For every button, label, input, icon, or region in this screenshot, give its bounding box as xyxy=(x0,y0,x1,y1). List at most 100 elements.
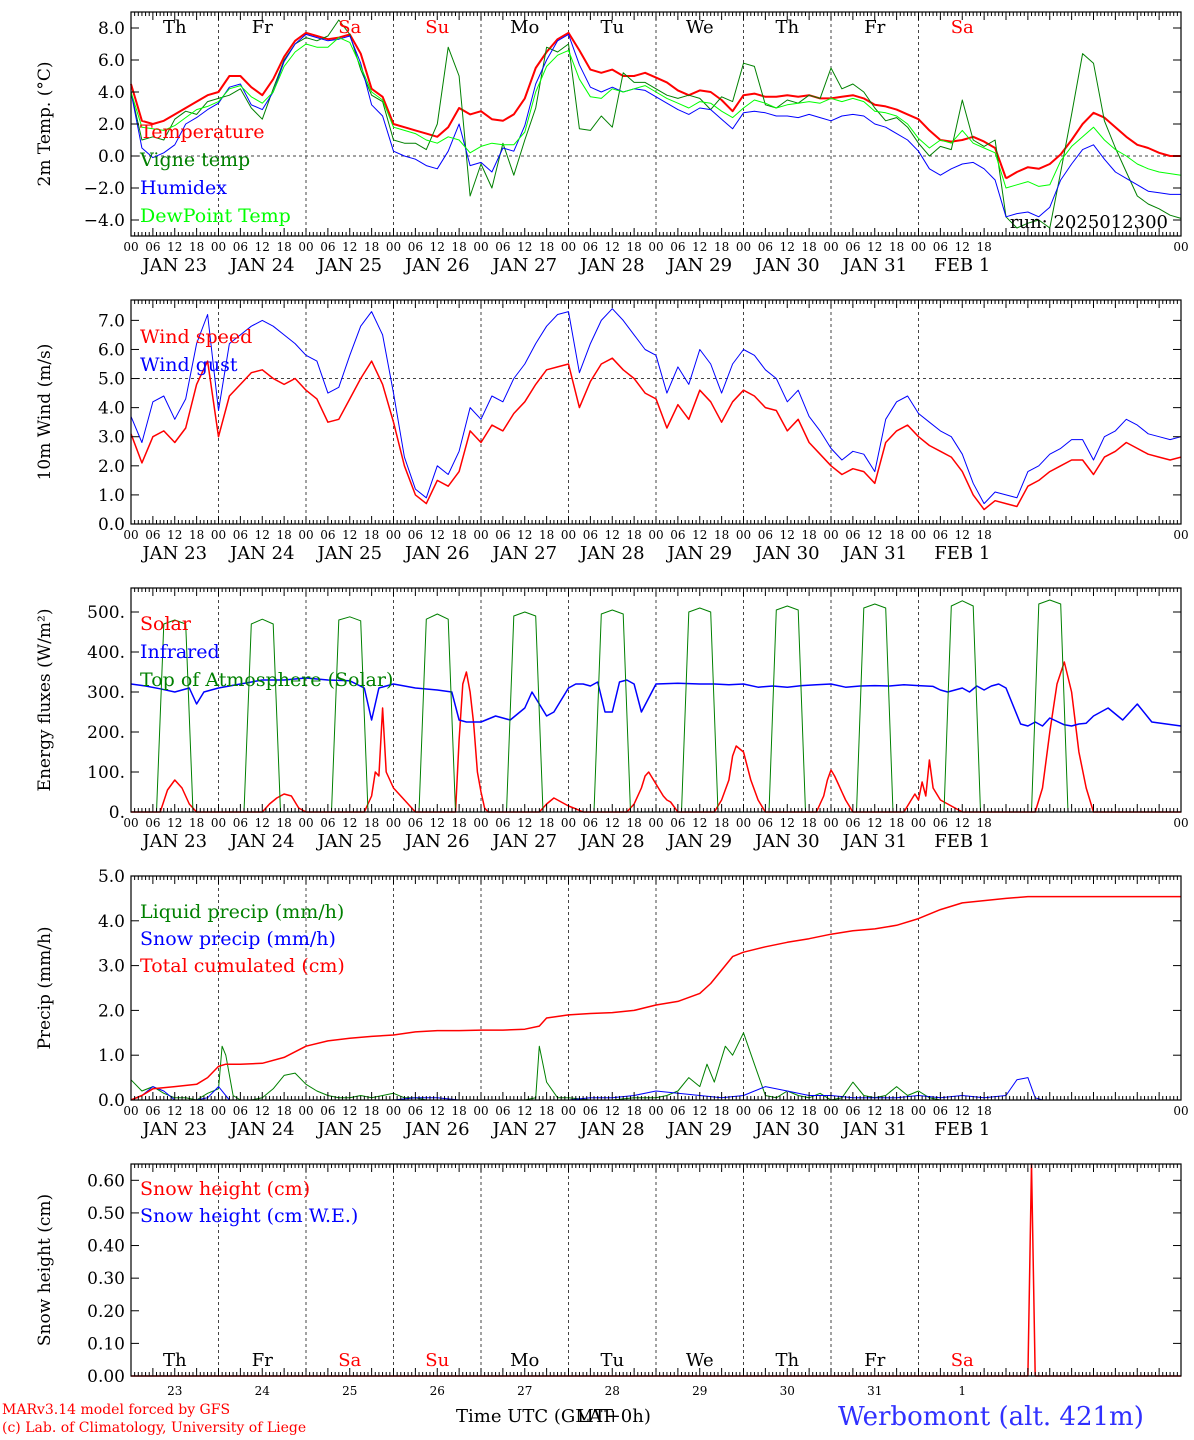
x-date-label: JAN 30 xyxy=(753,543,820,564)
x-hour-label: 06 xyxy=(583,240,598,254)
x-hour-label: 18 xyxy=(276,816,291,830)
series-line xyxy=(130,1032,1181,1101)
x-hour-label: 18 xyxy=(276,528,291,542)
y-tick-label: 5.0 xyxy=(98,867,125,887)
x-hour-label: 06 xyxy=(670,816,685,830)
x-hour-label: 12 xyxy=(605,528,620,542)
x-hour-label: 06 xyxy=(933,1104,948,1118)
weekday-label: Mo xyxy=(510,17,539,38)
x-hour-label: 00 xyxy=(561,240,576,254)
x-hour-label: 12 xyxy=(692,528,707,542)
x-hour-label: 06 xyxy=(845,816,860,830)
weekday-label: Su xyxy=(425,1350,449,1371)
x-date-label: JAN 30 xyxy=(753,831,820,852)
x-hour-label: 00 xyxy=(211,528,226,542)
x-hour-label: 12 xyxy=(780,816,795,830)
x-hour-label: 12 xyxy=(867,240,882,254)
y-tick-label: 5.0 xyxy=(98,370,125,390)
day-number-label: 28 xyxy=(605,1384,620,1398)
y-axis-label: 2m Temp. (°C) xyxy=(35,61,55,186)
y-tick-label: 4.0 xyxy=(98,912,125,932)
x-date-label: JAN 31 xyxy=(840,543,907,564)
x-hour-label: 00 xyxy=(911,240,926,254)
x-date-label: JAN 24 xyxy=(228,831,295,852)
x-date-label: JAN 29 xyxy=(665,543,732,564)
x-hour-label: 00 xyxy=(473,240,488,254)
x-hour-label: 06 xyxy=(145,816,160,830)
x-hour-label: 18 xyxy=(626,816,641,830)
x-hour-label: 12 xyxy=(955,816,970,830)
x-date-label: JAN 24 xyxy=(228,543,295,564)
x-date-label: JAN 31 xyxy=(840,831,907,852)
x-hour-label: 12 xyxy=(780,240,795,254)
x-hour-label: 18 xyxy=(626,240,641,254)
x-hour-label: 18 xyxy=(801,528,816,542)
y-tick-label: −2.0 xyxy=(84,179,125,199)
x-hour-label: 00 xyxy=(911,528,926,542)
x-hour-label: 18 xyxy=(189,240,204,254)
x-hour-label: 12 xyxy=(517,816,532,830)
x-hour-label: 12 xyxy=(605,240,620,254)
legend-entry: Snow height (cm) xyxy=(140,1178,310,1200)
x-hour-label: 18 xyxy=(451,528,466,542)
x-hour-label: 18 xyxy=(539,240,554,254)
x-hour-label: 12 xyxy=(867,816,882,830)
x-date-label: JAN 25 xyxy=(315,255,382,276)
x-hour-label: 00 xyxy=(211,240,226,254)
x-date-label: JAN 28 xyxy=(578,831,645,852)
x-hour-label: 00 xyxy=(1173,528,1188,542)
y-axis-label: Snow height (cm) xyxy=(35,1194,55,1346)
x-hour-label: 00 xyxy=(648,240,663,254)
x-hour-label: 06 xyxy=(408,240,423,254)
x-hour-label: 18 xyxy=(189,528,204,542)
x-hour-label: 00 xyxy=(823,816,838,830)
x-hour-label: 00 xyxy=(648,816,663,830)
x-hour-label: 18 xyxy=(889,816,904,830)
x-date-label: JAN 25 xyxy=(315,1119,382,1140)
legend-entry: Vigne temp xyxy=(139,149,250,171)
x-hour-label: 06 xyxy=(320,528,335,542)
x-hour-label: 00 xyxy=(298,816,313,830)
x-hour-label: 18 xyxy=(976,240,991,254)
x-hour-label: 18 xyxy=(801,816,816,830)
x-hour-label: 00 xyxy=(386,528,401,542)
x-date-label: FEB 1 xyxy=(934,831,990,852)
x-hour-label: 12 xyxy=(692,816,707,830)
weekday-label: Fr xyxy=(252,1350,273,1371)
x-hour-label: 18 xyxy=(189,816,204,830)
weekday-label: Th xyxy=(163,1350,187,1371)
legend-entry: Snow height (cm W.E.) xyxy=(140,1205,358,1227)
series-line xyxy=(130,357,1182,511)
x-hour-label: 00 xyxy=(298,528,313,542)
x-hour-label: 18 xyxy=(451,240,466,254)
weekday-label: We xyxy=(686,1350,714,1371)
y-tick-label: −4.0 xyxy=(84,211,125,231)
legend-entry: Snow precip (mm/h) xyxy=(140,928,336,950)
x-hour-label: 12 xyxy=(430,1104,445,1118)
series-line xyxy=(130,31,1007,179)
weekday-label: Th xyxy=(775,1350,799,1371)
x-hour-label: 06 xyxy=(495,240,510,254)
x-hour-label: 06 xyxy=(233,816,248,830)
legend-entry: Top of Atmosphere (Solar) xyxy=(140,669,393,691)
x-date-label: JAN 25 xyxy=(315,543,382,564)
x-date-label: JAN 23 xyxy=(140,255,207,276)
x-hour-label: 00 xyxy=(473,528,488,542)
x-hour-label: 06 xyxy=(933,816,948,830)
y-tick-label: 2.0 xyxy=(98,1001,125,1021)
x-hour-label: 12 xyxy=(430,528,445,542)
x-hour-label: 12 xyxy=(780,528,795,542)
y-tick-label: 4.0 xyxy=(98,399,125,419)
y-tick-label: 8.0 xyxy=(98,19,125,39)
x-hour-label: 06 xyxy=(758,528,773,542)
x-date-label: JAN 24 xyxy=(228,1119,295,1140)
x-hour-label: 12 xyxy=(605,1104,620,1118)
y-tick-label: 2.0 xyxy=(98,115,125,135)
weekday-label: Fr xyxy=(864,17,885,38)
x-hour-label: 12 xyxy=(255,1104,270,1118)
legend-entry: Wind speed xyxy=(140,326,252,348)
x-hour-label: 18 xyxy=(276,1104,291,1118)
x-date-label: JAN 27 xyxy=(490,543,557,564)
x-hour-label: 00 xyxy=(298,240,313,254)
x-hour-label: 18 xyxy=(626,1104,641,1118)
